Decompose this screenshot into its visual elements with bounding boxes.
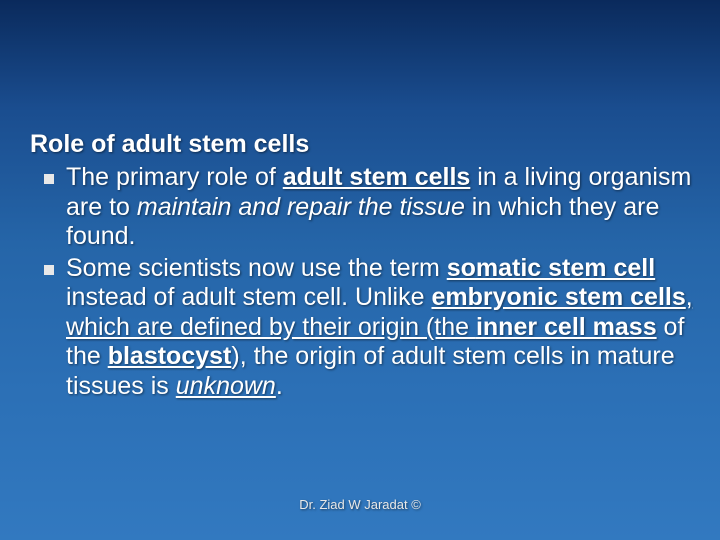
bullet-item-2: Some scientists now use the term somatic… xyxy=(30,254,700,402)
slide-heading: Role of adult stem cells xyxy=(30,130,700,159)
text-underline-bold: embryonic stem cells xyxy=(431,283,685,311)
slide-footer: Dr. Ziad W Jaradat © xyxy=(0,497,720,512)
text-run: . xyxy=(276,372,283,400)
text-run: instead of adult stem cell. Unlike xyxy=(66,283,431,311)
text-underline-bold: blastocyst xyxy=(108,342,232,370)
text-underline-bold: adult stem cells xyxy=(283,163,471,191)
text-italic-underline: unknown xyxy=(176,372,276,400)
text-underline-bold: inner cell mass xyxy=(476,313,657,341)
bullet-list: The primary role of adult stem cells in … xyxy=(30,163,700,401)
text-run: Some scientists now use the term xyxy=(66,254,447,282)
text-underline-bold: somatic stem cell xyxy=(447,254,655,282)
bullet-item-1: The primary role of adult stem cells in … xyxy=(30,163,700,252)
text-run: The primary role of xyxy=(66,163,283,191)
text-italic: maintain and repair the tissue xyxy=(137,193,465,221)
slide-content: Role of adult stem cells The primary rol… xyxy=(30,130,700,403)
slide: Role of adult stem cells The primary rol… xyxy=(0,0,720,540)
